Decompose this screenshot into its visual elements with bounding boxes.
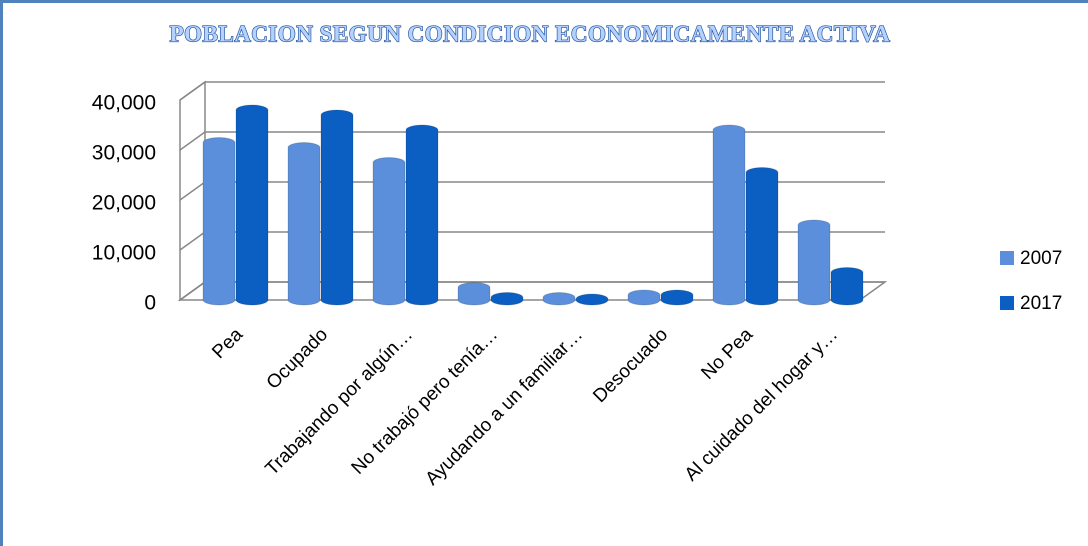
y-tick-label: 20,000 — [92, 192, 156, 215]
x-tick-label: No Pea — [697, 324, 757, 384]
legend-swatch — [1000, 296, 1014, 310]
x-tick-label: Desocuado — [589, 324, 672, 407]
legend-label: 2007 — [1020, 248, 1062, 269]
x-tick-label: No trabajó pero tenía… — [348, 324, 503, 479]
bar — [457, 282, 491, 306]
grid-line — [179, 231, 885, 251]
grid-line — [179, 81, 885, 101]
chart-title: POBLACION SEGUN CONDICION ECONOMICAMENTE… — [170, 21, 891, 46]
grid-line — [179, 131, 885, 151]
bar — [712, 124, 746, 306]
bar — [745, 167, 779, 306]
legend-swatch — [1000, 251, 1014, 265]
bar — [320, 109, 354, 306]
bar — [660, 289, 694, 306]
x-tick-label: Pea — [208, 324, 247, 363]
bar — [405, 124, 439, 306]
bar — [542, 292, 576, 306]
y-tick-label: 10,000 — [92, 242, 156, 265]
bar — [287, 142, 321, 306]
grid-line — [179, 281, 885, 301]
x-tick-label: Al cuidado del hogar y… — [681, 324, 842, 485]
y-tick-label: 0 — [144, 292, 156, 315]
floor — [177, 281, 888, 301]
x-tick-label: Ayudando a un familiar… — [422, 324, 587, 489]
bar — [372, 157, 406, 306]
bar — [202, 137, 236, 306]
bar — [490, 292, 524, 306]
bar — [235, 104, 269, 306]
legend-label: 2017 — [1020, 293, 1062, 314]
y-tick-label: 40,000 — [92, 92, 156, 115]
grid-line — [179, 181, 885, 201]
y-tick-label: 30,000 — [92, 142, 156, 165]
bar — [575, 293, 609, 306]
x-tick-label: Trabajando por algún… — [262, 324, 418, 480]
bar — [830, 267, 864, 306]
bar — [627, 289, 661, 306]
bar — [797, 219, 831, 306]
x-tick-label: Ocupado — [263, 324, 332, 393]
